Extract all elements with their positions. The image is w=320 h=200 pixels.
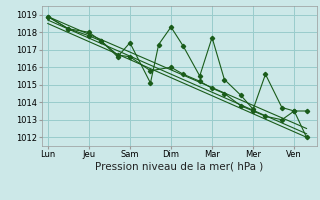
X-axis label: Pression niveau de la mer( hPa ): Pression niveau de la mer( hPa ) — [95, 162, 263, 172]
